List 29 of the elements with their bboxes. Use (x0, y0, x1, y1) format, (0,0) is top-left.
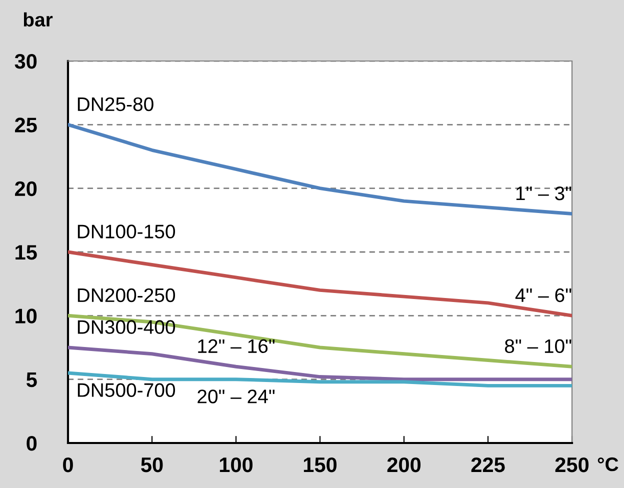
x-tick-label: 225 (471, 457, 505, 472)
line-series (68, 314, 572, 368)
x-tick-label: 250 (555, 457, 589, 472)
y-tick-label: 5 (26, 372, 37, 388)
x-tick-label: 200 (387, 457, 421, 472)
line-series (68, 122, 572, 216)
y-tick-label: 10 (16, 308, 37, 324)
line-series (68, 250, 572, 318)
y-tick-label: 30 (14, 54, 37, 69)
annotation: DN200-250 (78, 288, 176, 302)
annotation: 20" – 24" (198, 390, 275, 404)
y-axis-title: bar (24, 12, 53, 27)
annotation: 8" – 10" (504, 339, 572, 354)
annotation: 12" – 16" (198, 339, 275, 354)
y-tick-label: 0 (26, 436, 37, 451)
x-tick-label: 0 (63, 457, 73, 472)
x-axis-title: °C (598, 457, 618, 472)
annotation: DN25-80 (78, 97, 154, 112)
annotation: DN300-400 (78, 320, 176, 334)
x-tick-label: 150 (304, 457, 337, 472)
annotation: 4" – 6" (515, 288, 572, 302)
annotation: DN100-150 (78, 224, 176, 238)
y-tick-label: 20 (14, 181, 37, 196)
annotation: DN500-700 (78, 383, 176, 397)
y-tick-label: 25 (14, 118, 37, 132)
x-tick-label: 50 (141, 457, 163, 472)
annotation: 1" – 3" (516, 186, 572, 200)
x-tick-label: 100 (220, 457, 253, 472)
y-tick-label: 15 (16, 245, 37, 260)
